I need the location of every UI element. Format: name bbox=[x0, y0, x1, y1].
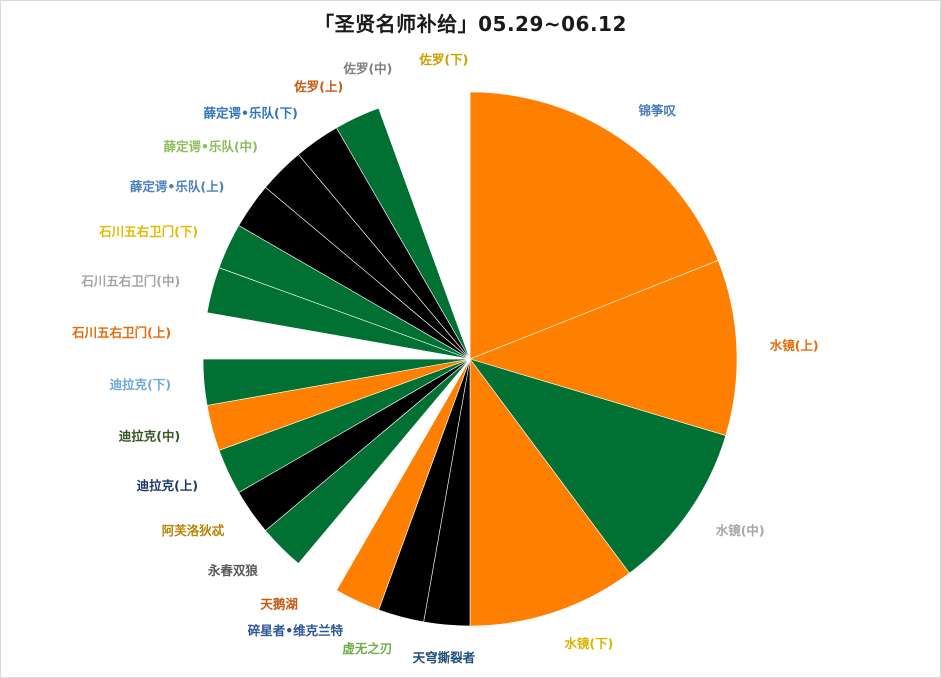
slice-label-6: 碎星者•维克兰特 bbox=[248, 623, 344, 638]
slice-label-17: 薛定谔•乐队(中) bbox=[163, 139, 257, 154]
slice-label-13: 石川五右卫门(上) bbox=[71, 325, 171, 340]
slice-label-19: 佐罗(上) bbox=[293, 79, 343, 94]
slice-label-10: 迪拉克(上) bbox=[137, 478, 198, 493]
slice-label-20: 佐罗(中) bbox=[342, 61, 392, 76]
slice-label-2: 水镜(中) bbox=[716, 523, 765, 538]
slice-label-8: 永春双狼 bbox=[207, 563, 259, 578]
slice-label-16: 薛定谔•乐队(上) bbox=[130, 179, 224, 194]
slice-label-0: 锦筝叹 bbox=[639, 103, 677, 118]
pie-slice-3 bbox=[469, 358, 630, 627]
slice-label-21: 佐罗(下) bbox=[418, 52, 468, 67]
slice-label-12: 迪拉克(下) bbox=[110, 377, 171, 392]
pie-slice-0 bbox=[469, 91, 719, 360]
pie-slice-2 bbox=[469, 358, 727, 574]
pie-slice-1 bbox=[469, 260, 738, 436]
chart-title: 「圣贤名师补给」05.29~06.12 bbox=[314, 12, 627, 36]
slice-label-11: 迪拉克(中) bbox=[119, 429, 180, 444]
slice-label-7: 天鹅湖 bbox=[260, 597, 298, 612]
pie-slice-21 bbox=[423, 91, 471, 360]
slice-label-15: 石川五右卫门(下) bbox=[98, 224, 198, 239]
slice-label-9: 阿芙洛狄忒 bbox=[162, 523, 225, 538]
slice-label-3: 水镜(下) bbox=[564, 636, 613, 651]
slice-label-5: 虚无之刃 bbox=[342, 641, 392, 656]
slice-label-1: 水镜(上) bbox=[770, 338, 819, 353]
slice-label-4: 天穹撕裂者 bbox=[413, 650, 476, 665]
slice-label-14: 石川五右卫门(中) bbox=[80, 273, 180, 288]
pie-slices bbox=[202, 91, 738, 627]
slice-label-18: 薛定谔•乐队(下) bbox=[203, 105, 297, 120]
